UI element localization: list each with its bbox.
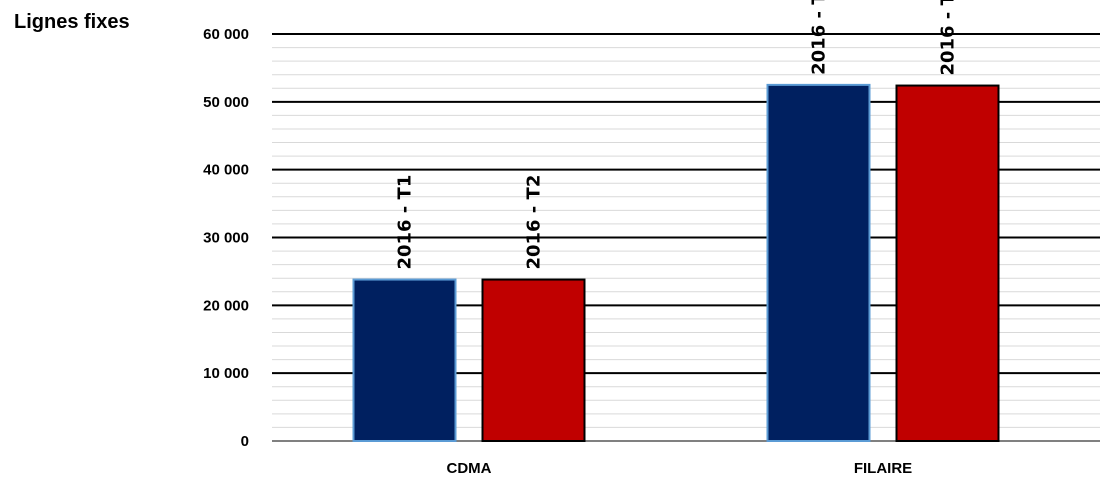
bar	[895, 84, 1000, 442]
y-tick-label: 50 000	[203, 94, 249, 111]
y-tick-label: 40 000	[203, 162, 249, 179]
bars	[352, 83, 1000, 442]
data-label: 2016 - T2	[524, 175, 545, 270]
category-label: CDMA	[447, 460, 492, 477]
chart-title: Lignes fixes	[14, 11, 130, 33]
bar	[481, 278, 586, 442]
y-tick-label: 60 000	[203, 26, 249, 43]
category-label: FILAIRE	[854, 460, 912, 477]
data-label: 2016 - T1	[395, 175, 416, 270]
y-tick-label: 30 000	[203, 230, 249, 247]
data-labels: 2016 - T1 2016 - T2 2016 - T1 2016 - T2	[395, 0, 959, 270]
y-tick-label: 10 000	[203, 365, 249, 382]
y-tick-label: 20 000	[203, 297, 249, 314]
data-label: 2016 - T2	[938, 0, 959, 76]
bar	[766, 83, 871, 442]
x-axis-category-labels: CDMA FILAIRE	[447, 460, 913, 477]
y-tick-label: 0	[241, 433, 249, 450]
bar	[352, 278, 457, 442]
data-label: 2016 - T1	[809, 0, 830, 75]
y-axis-tick-labels: 0 10 000 20 000 30 000 40 000 50 000 60 000	[203, 26, 249, 450]
